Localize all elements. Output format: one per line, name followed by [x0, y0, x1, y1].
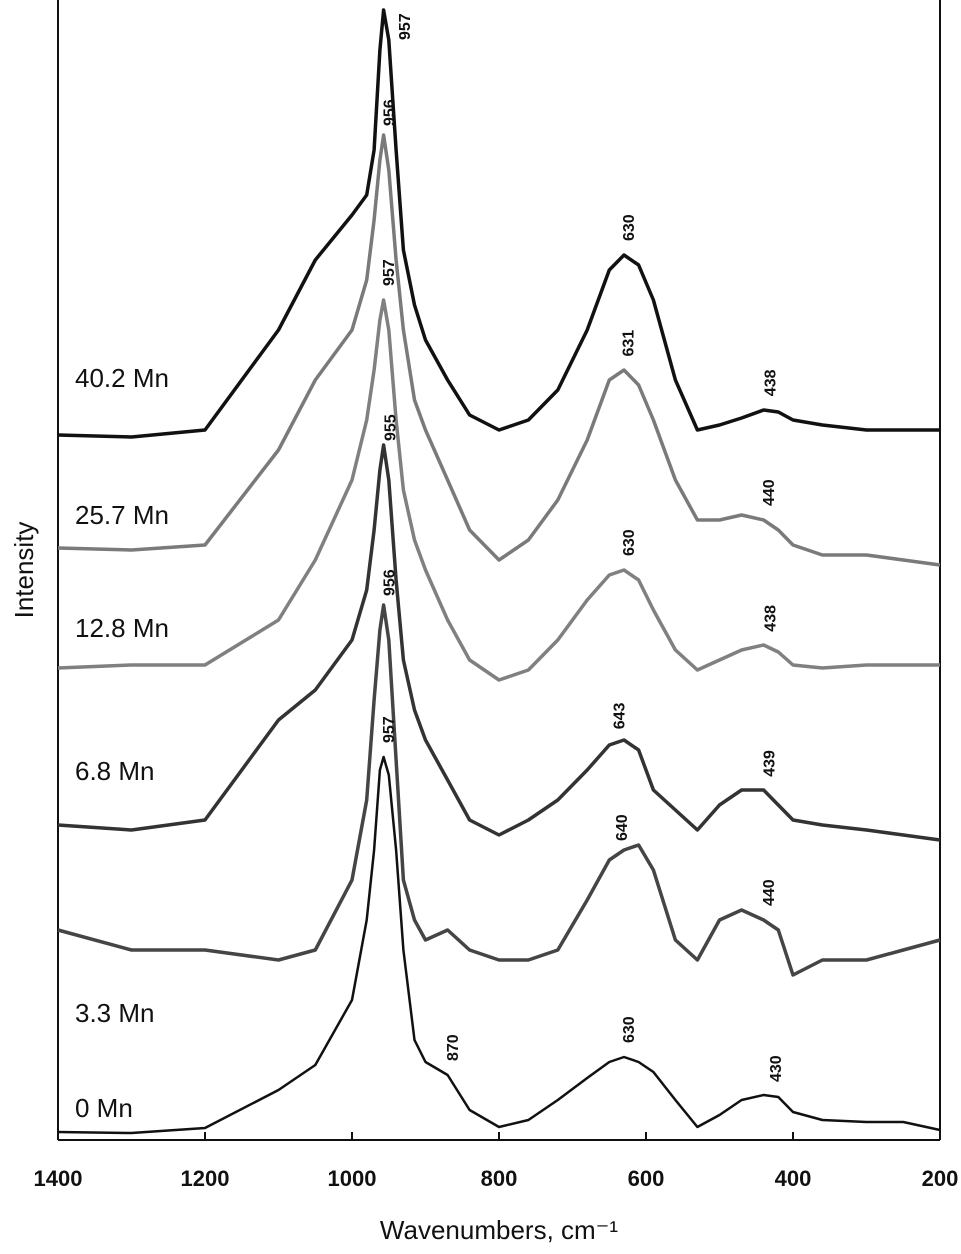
spectrum-line [57, 133, 941, 567]
peak-label: 956 [382, 99, 399, 126]
series-label: 3.3 Mn [75, 998, 155, 1028]
peak-label: 630 [621, 529, 638, 556]
spectrum-line [57, 443, 941, 842]
peak-label: 438 [762, 605, 779, 632]
peak-label: 430 [768, 1055, 785, 1082]
peak-label: 643 [612, 702, 629, 729]
spectrum-line [57, 8, 940, 439]
x-tick-label: 200 [922, 1166, 959, 1191]
peak-label: 870 [445, 1034, 462, 1061]
x-tick-label: 600 [628, 1166, 665, 1191]
spectrum-line [57, 755, 941, 1135]
peak-label: 440 [761, 479, 778, 506]
spectrum-line [57, 298, 940, 682]
x-tick-label: 1200 [181, 1166, 230, 1191]
peak-label: 630 [621, 214, 638, 241]
series-label: 6.8 Mn [75, 756, 155, 786]
spectrum-line [57, 603, 941, 977]
x-tick-label: 400 [775, 1166, 812, 1191]
x-tick-label: 1400 [34, 1166, 83, 1191]
peak-label: 957 [381, 716, 398, 743]
series-label: 12.8 Mn [75, 613, 169, 643]
y-axis-label: Intensity [9, 522, 39, 619]
x-tick-label: 1000 [328, 1166, 377, 1191]
peak-label: 439 [762, 750, 779, 777]
peak-label: 630 [621, 1016, 638, 1043]
series-label: 25.7 Mn [75, 500, 169, 530]
peak-label: 640 [614, 814, 631, 841]
x-tick-label: 800 [481, 1166, 518, 1191]
peak-label: 957 [397, 13, 414, 40]
peak-label: 955 [382, 414, 399, 441]
peak-label: 957 [381, 259, 398, 286]
peak-label: 440 [761, 879, 778, 906]
series-label: 0 Mn [75, 1093, 133, 1123]
peak-label: 631 [620, 330, 637, 357]
series-label: 40.2 Mn [75, 363, 169, 393]
x-axis-label: Wavenumbers, cm⁻¹ [380, 1215, 618, 1245]
peak-label: 438 [762, 369, 779, 396]
peak-label: 956 [382, 569, 399, 596]
